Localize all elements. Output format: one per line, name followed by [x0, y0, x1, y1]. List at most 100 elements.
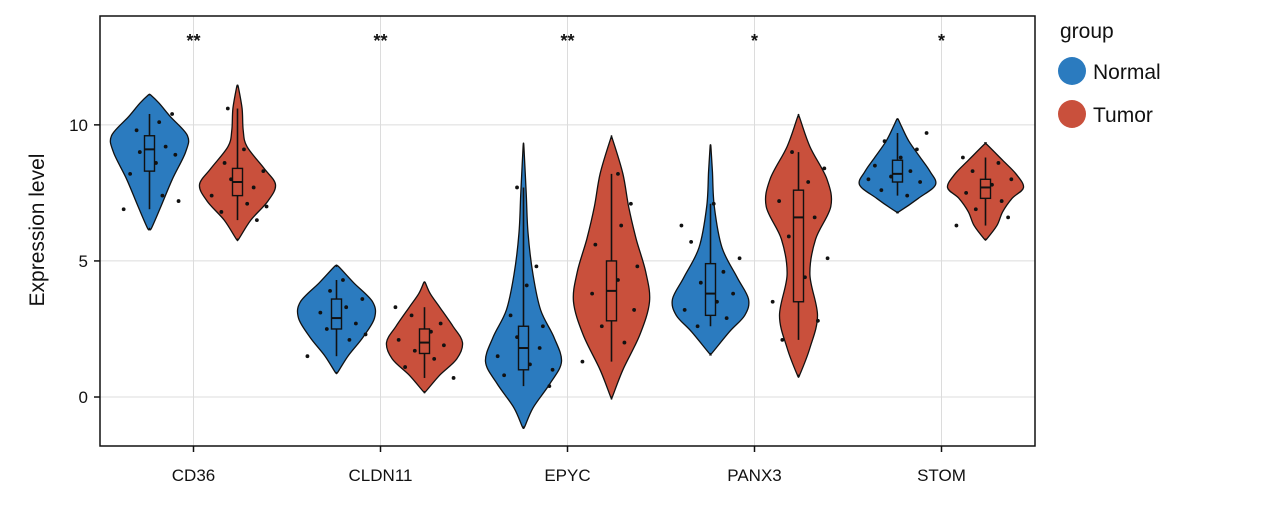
- data-point: [790, 150, 794, 154]
- data-point: [812, 215, 817, 220]
- data-point: [524, 283, 529, 288]
- data-point: [264, 204, 269, 209]
- significance-label: *: [938, 31, 945, 51]
- data-point: [305, 354, 310, 359]
- data-point: [170, 112, 175, 116]
- data-point: [242, 147, 246, 152]
- data-point: [973, 207, 978, 212]
- data-point: [924, 131, 929, 135]
- data-point: [590, 291, 595, 296]
- data-point: [157, 120, 162, 125]
- significance-label: **: [560, 31, 574, 51]
- x-tick-label: CD36: [172, 466, 215, 485]
- data-point: [347, 337, 352, 342]
- data-point: [160, 193, 165, 198]
- data-point: [622, 340, 627, 345]
- data-point: [777, 199, 782, 203]
- data-point: [412, 348, 417, 353]
- data-point: [547, 384, 552, 389]
- data-point: [580, 359, 585, 364]
- data-point: [360, 297, 365, 301]
- data-point: [261, 169, 266, 174]
- box-iqr: [330, 298, 343, 330]
- data-point: [219, 210, 224, 214]
- data-point: [393, 305, 398, 310]
- significance-label: **: [186, 31, 200, 51]
- violin-groups: [109, 84, 1025, 429]
- data-point: [825, 256, 830, 261]
- data-point: [679, 223, 684, 228]
- data-point: [628, 201, 633, 206]
- x-tick-label: EPYC: [544, 466, 590, 485]
- x-tick-label: CLDN11: [349, 466, 413, 485]
- data-point: [593, 242, 598, 247]
- data-point: [731, 291, 736, 296]
- data-point: [786, 234, 791, 239]
- data-point: [822, 166, 827, 171]
- data-point: [918, 180, 923, 184]
- data-point: [328, 288, 332, 293]
- data-point: [914, 147, 919, 152]
- legend-swatch-normal: [1058, 57, 1086, 85]
- data-point: [121, 207, 126, 212]
- legend-label-normal: Normal: [1093, 61, 1161, 84]
- data-point: [1009, 177, 1014, 182]
- data-point: [363, 332, 368, 337]
- data-point: [908, 169, 913, 174]
- y-tick-label: 0: [79, 388, 88, 407]
- data-point: [254, 218, 259, 223]
- data-point: [163, 144, 168, 149]
- data-point: [806, 180, 811, 184]
- data-point: [344, 305, 349, 310]
- data-point: [432, 357, 437, 361]
- box-iqr: [143, 135, 156, 172]
- data-point: [599, 324, 604, 329]
- x-tick-label: STOM: [917, 466, 966, 485]
- y-tick-label: 10: [69, 116, 88, 135]
- box-iqr: [979, 178, 992, 200]
- data-point: [403, 365, 408, 369]
- data-point: [905, 193, 910, 198]
- data-point: [996, 161, 1001, 165]
- data-point: [737, 256, 742, 261]
- data-point: [698, 280, 703, 285]
- data-point: [632, 308, 637, 312]
- data-point: [128, 171, 133, 176]
- data-point: [1006, 215, 1011, 220]
- axes: 0 5 10 CD36 CLDN11 EPYC PANX3 STOM: [69, 15, 1036, 485]
- data-point: [872, 163, 877, 168]
- data-point: [515, 185, 519, 190]
- data-point: [225, 106, 230, 111]
- y-axis-label: Expression level: [26, 154, 49, 307]
- data-point: [898, 155, 903, 160]
- data-point: [616, 171, 620, 176]
- data-point: [721, 269, 726, 274]
- data-point: [508, 313, 513, 318]
- data-point: [724, 316, 729, 320]
- data-point: [964, 190, 969, 195]
- data-point: [999, 199, 1004, 203]
- data-point: [635, 264, 640, 269]
- data-point: [495, 354, 500, 359]
- data-point: [451, 376, 456, 380]
- data-point: [954, 223, 959, 228]
- data-point: [770, 299, 775, 304]
- data-point: [324, 327, 329, 331]
- data-point: [695, 324, 700, 329]
- data-point: [537, 346, 542, 350]
- data-point: [438, 321, 443, 326]
- data-point: [209, 193, 214, 198]
- data-point: [222, 161, 227, 165]
- data-point: [173, 152, 178, 157]
- data-point: [245, 201, 250, 206]
- data-point: [970, 169, 975, 174]
- data-point: [176, 199, 181, 203]
- data-point: [137, 150, 142, 154]
- legend-title: group: [1060, 20, 1114, 43]
- data-point: [353, 321, 358, 326]
- data-point: [441, 343, 446, 348]
- box-iqr: [418, 328, 431, 355]
- legend: group Normal Tumor: [1058, 20, 1161, 128]
- plot-frame: [99, 15, 1036, 447]
